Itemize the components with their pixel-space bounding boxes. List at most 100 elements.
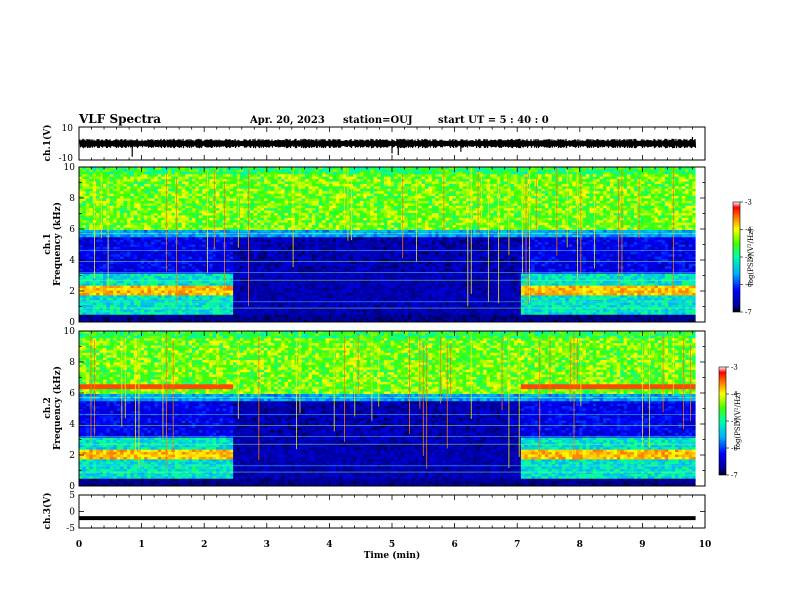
spectrogram-cell: [89, 171, 94, 175]
spectrogram-cell: [298, 239, 303, 243]
spectrogram-cell: [113, 225, 118, 228]
spectrogram-cell: [257, 198, 261, 202]
spectrogram-cell: [133, 273, 138, 277]
spectrogram-cell: [147, 314, 152, 318]
spectrogram-cell: [284, 215, 289, 219]
spectrogram-cell: [82, 295, 87, 299]
spectrogram-cell: [102, 297, 107, 301]
spectrogram-cell: [126, 181, 131, 185]
spectrogram-cell: [82, 285, 87, 289]
spectrogram-cell: [329, 292, 333, 296]
spectrogram-cell: [161, 251, 166, 255]
spectrogram-cell: [216, 169, 220, 173]
spectrogram-cell: [154, 290, 159, 294]
spectrogram-cell: [79, 288, 83, 291]
spectrogram-cell: [284, 256, 289, 260]
spectrogram-cell: [287, 174, 292, 178]
spectrogram-cell: [274, 263, 279, 267]
spectrogram-cell: [332, 179, 337, 182]
spectrogram-cell: [195, 193, 200, 197]
spectrogram-cell: [144, 181, 148, 185]
spectrogram-cell: [195, 244, 200, 248]
spectrogram-cell: [322, 275, 327, 279]
spectrogram-cell: [116, 268, 121, 272]
spectrogram-cell: [216, 302, 220, 306]
spectrogram-cell: [157, 200, 162, 204]
spectrogram-cell: [274, 317, 279, 320]
spectrogram-cell: [229, 225, 234, 228]
spectrogram-cell: [263, 186, 268, 190]
spectrogram-cell: [174, 314, 179, 318]
spectrogram-cell: [82, 244, 87, 248]
spectrogram-cell: [202, 254, 207, 258]
spectrogram-cell: [277, 268, 282, 272]
spectrogram-cell: [287, 280, 292, 284]
spectrogram-cell: [274, 309, 279, 313]
spectrogram-cell: [250, 268, 255, 272]
spectrogram-cell: [311, 220, 316, 224]
spectrogram-cell: [144, 167, 148, 170]
spectrogram-cell: [102, 239, 107, 243]
spectrogram-cell: [157, 220, 162, 224]
spectrogram-cell: [123, 275, 128, 279]
spectrogram-cell: [109, 196, 114, 199]
spectrogram-cell: [82, 290, 87, 294]
spectrogram-cell: [257, 275, 261, 279]
spectrogram-cell: [144, 242, 148, 245]
spectrogram-cell: [198, 305, 203, 308]
spectrogram-cell: [250, 266, 255, 270]
spectrogram-cell: [267, 191, 272, 195]
spectrogram-cell: [284, 200, 289, 204]
spectrogram-cell: [120, 176, 124, 180]
spectrogram-cell: [79, 314, 83, 318]
spectrogram-cell: [126, 302, 131, 306]
spectrogram-cell: [236, 283, 241, 287]
spectrogram-cell: [216, 273, 220, 277]
spectrogram-cell: [181, 295, 186, 299]
spectrogram-cell: [171, 167, 176, 170]
spectrogram-cell: [85, 220, 90, 224]
spectrogram-cell: [253, 251, 258, 255]
spectrogram-cell: [202, 217, 207, 221]
spectrogram-cell: [311, 181, 316, 185]
spectrogram-cell: [253, 295, 258, 299]
spectrogram-cell: [82, 169, 87, 173]
spectrogram-cell: [322, 314, 327, 318]
spectrogram-cell: [171, 273, 176, 277]
spectrogram-cell: [270, 169, 275, 173]
spectrogram-cell: [212, 309, 217, 313]
ch1-ytick-top: 10: [62, 124, 74, 134]
spectrogram-cell: [257, 295, 261, 299]
spectrogram-cell: [171, 314, 176, 318]
spectrogram-cell: [96, 196, 100, 199]
spectrogram-cell: [85, 283, 90, 287]
spectrogram-cell: [322, 259, 327, 262]
spectrogram-cell: [216, 317, 220, 320]
spectrogram-cell: [301, 283, 306, 287]
spectrogram-cell: [85, 288, 90, 291]
spectrogram-cell: [325, 174, 330, 178]
spectrogram-cell: [147, 302, 152, 306]
spectrogram-cell: [85, 171, 90, 175]
spectrogram-cell: [270, 319, 275, 323]
spectrogram-cell: [209, 217, 213, 221]
spectrogram-cell: [301, 237, 306, 241]
spectrogram-cell: [260, 225, 265, 228]
spectrogram-cell: [82, 200, 87, 204]
spectrogram-cell: [250, 292, 255, 296]
spectrogram-cell: [192, 288, 196, 291]
spectrogram-cell: [325, 263, 330, 267]
spectrogram-cell: [233, 254, 237, 258]
spectrogram-cell: [233, 222, 237, 226]
spectrogram-cell: [198, 191, 203, 195]
spectrogram-cell: [79, 217, 83, 221]
spectrogram-cell: [305, 198, 309, 202]
spectrogram-cell: [270, 205, 275, 209]
spectrogram-cell: [109, 198, 114, 202]
spectrogram-cell: [315, 213, 320, 216]
spectrogram-cell: [144, 273, 148, 277]
spectrogram-cell: [140, 229, 145, 233]
spectrogram-cell: [267, 208, 272, 211]
spectrogram-cell: [185, 169, 190, 173]
spectrogram-cell: [216, 183, 220, 187]
